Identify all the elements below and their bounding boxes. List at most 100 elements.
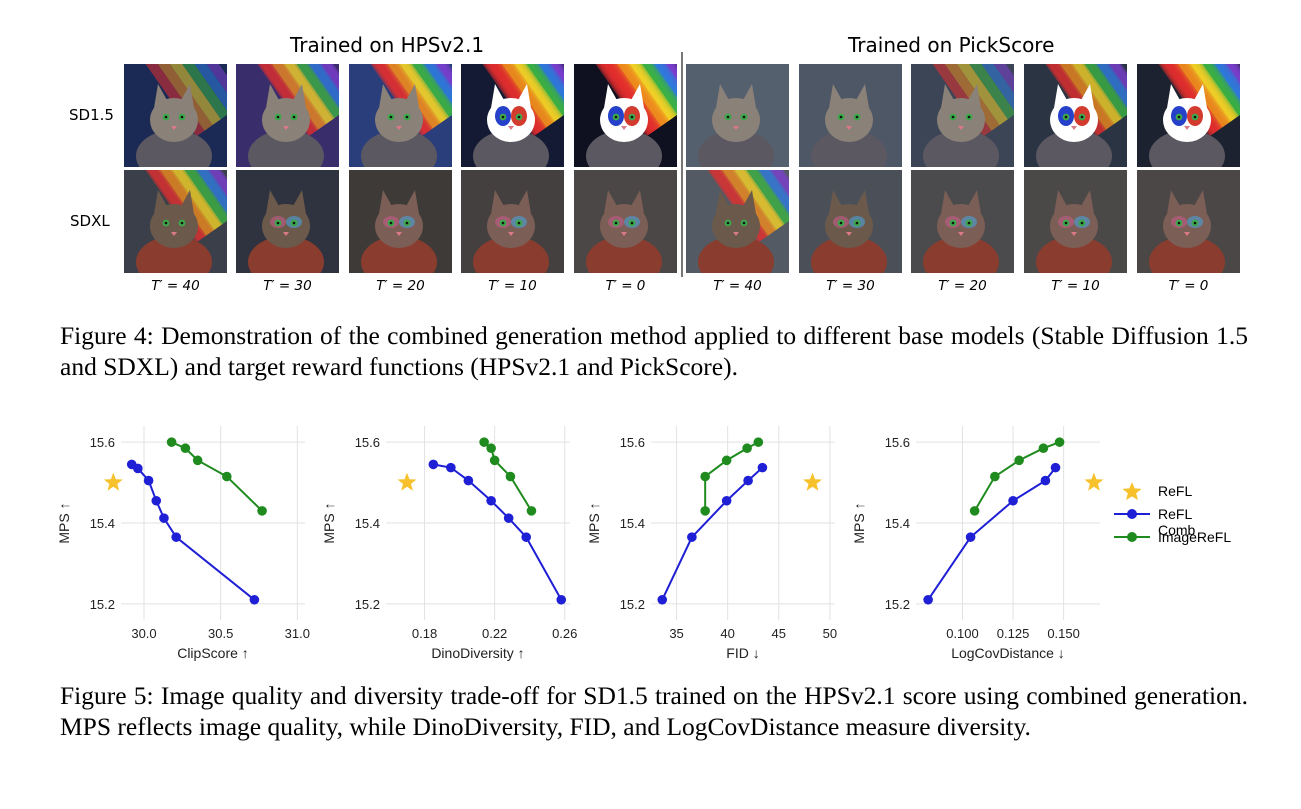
generated-image-sd15-pick-0 (686, 64, 789, 167)
x-tick-label: 30.5 (208, 626, 233, 641)
plot-fid: 35 40 45 50 15.2 15.4 15.6 FID ↓ MPS ↑ (586, 426, 837, 661)
y-tick-label: 15.6 (355, 435, 380, 450)
data-point-refl-comb (757, 462, 768, 473)
figure5-caption: Figure 5: Image quality and diversity tr… (60, 681, 1248, 741)
data-point-imagerefl (700, 471, 710, 482)
generated-image-sd15-pick-4 (1137, 64, 1240, 167)
x-tick-label: 0.26 (552, 626, 577, 641)
generated-image-sdxl-hps-4 (574, 170, 677, 273)
generated-image-sd15-pick-3 (1024, 64, 1127, 167)
generated-image-sd15-pick-2 (911, 64, 1014, 167)
data-point-refl-comb (503, 513, 514, 523)
data-point-imagerefl (192, 455, 203, 466)
plot-dinodiversity: 0.18 0.22 0.26 15.2 15.4 15.6 DinoDiversity ↑ M… (321, 426, 577, 661)
data-point-refl-comb (965, 532, 976, 542)
data-point-imagerefl (742, 443, 752, 454)
x-axis-label: LogCovDistance ↓ (951, 645, 1065, 661)
data-point-refl-comb (1040, 475, 1051, 486)
t-label: T′ = 10 (488, 278, 537, 294)
y-tick-label: 15.6 (90, 435, 115, 450)
t-label: T′ = 20 (376, 278, 425, 294)
data-point-imagerefl (1038, 443, 1049, 454)
t-label: T′ = 0 (605, 278, 646, 294)
x-tick-label: 40 (720, 626, 734, 641)
data-point-refl-comb (1008, 495, 1018, 506)
y-tick-label: 15.2 (355, 597, 380, 612)
y-tick-label: 15.6 (885, 435, 910, 450)
series-line-refl-comb (433, 463, 563, 601)
legend-circle-icon (1127, 532, 1137, 542)
y-tick-label: 15.2 (620, 597, 645, 612)
grid-divider (681, 52, 683, 277)
x-tick-label: 45 (772, 626, 786, 641)
generated-image-sdxl-pick-1 (799, 170, 902, 273)
generated-image-sdxl-hps-3 (461, 170, 564, 273)
t-label: T′ = 40 (713, 278, 762, 294)
data-point-imagerefl (753, 437, 764, 447)
data-point-refl-comb (486, 495, 496, 506)
generated-image-sd15-hps-2 (349, 64, 452, 167)
data-point-imagerefl (166, 437, 177, 447)
y-tick-label: 15.4 (885, 516, 910, 531)
refl-star-point (103, 472, 123, 491)
x-tick-label: 0.18 (412, 626, 437, 641)
generated-image-sd15-hps-4 (574, 64, 677, 167)
y-tick-label: 15.2 (90, 597, 115, 612)
data-point-refl-comb (687, 532, 697, 542)
x-tick-label: 0.100 (946, 626, 979, 641)
x-tick-label: 31.0 (285, 626, 310, 641)
data-point-refl-comb (743, 475, 753, 486)
legend-circle-icon (1127, 509, 1137, 519)
data-point-refl-comb (521, 532, 531, 542)
x-axis-label: FID ↓ (726, 645, 759, 661)
generated-image-sdxl-hps-2 (349, 170, 452, 273)
generated-image-sdxl-hps-1 (236, 170, 339, 273)
data-point-imagerefl (1054, 437, 1065, 447)
generated-image-sd15-pick-1 (799, 64, 902, 167)
data-point-imagerefl (700, 506, 710, 516)
plot-clipscore: 30.0 30.5 31.0 15.2 15.4 15.6 ClipScore ↑ MPS ↑ (56, 426, 310, 661)
data-point-refl-comb (151, 495, 162, 506)
generated-image-sd15-hps-0 (124, 64, 227, 167)
y-axis-label: MPS ↑ (851, 502, 867, 543)
y-tick-label: 15.4 (620, 516, 645, 531)
generated-image-sdxl-pick-0 (686, 170, 789, 273)
x-tick-label: 50 (823, 626, 837, 641)
data-point-imagerefl (721, 455, 732, 466)
x-tick-label: 30.0 (131, 626, 156, 641)
legend-label: ReFL (1158, 483, 1193, 499)
x-tick-label: 0.125 (997, 626, 1030, 641)
row-label-sd15: SD1.5 (69, 106, 114, 124)
left-title: Trained on HPSv2.1 (290, 33, 485, 57)
right-title: Trained on PickScore (848, 33, 1055, 57)
data-point-refl-comb (463, 475, 474, 486)
data-point-imagerefl (180, 443, 191, 454)
generated-image-sdxl-pick-3 (1024, 170, 1127, 273)
generated-image-sd15-hps-1 (236, 64, 339, 167)
generated-image-sdxl-pick-4 (1137, 170, 1240, 273)
data-point-imagerefl (489, 455, 500, 466)
t-label: T′ = 30 (826, 278, 875, 294)
data-point-refl-comb (133, 463, 143, 474)
data-point-refl-comb (159, 513, 169, 523)
t-label: T′ = 40 (151, 278, 200, 294)
x-axis-label: DinoDiversity ↑ (431, 645, 524, 661)
data-point-refl-comb (143, 475, 154, 486)
data-point-refl-comb (923, 594, 933, 605)
data-point-imagerefl (969, 506, 980, 516)
t-label: T′ = 30 (263, 278, 312, 294)
y-axis-label: MPS ↑ (321, 502, 337, 543)
figure4-caption: Figure 4: Demonstration of the combined … (60, 321, 1248, 381)
data-point-refl-comb (721, 495, 732, 506)
refl-star-point (803, 472, 822, 491)
t-label: T′ = 0 (1168, 278, 1209, 294)
generated-image-sdxl-pick-2 (911, 170, 1014, 273)
data-point-imagerefl (222, 471, 232, 482)
data-point-imagerefl (505, 471, 516, 482)
legend-label: ReFL Comb (1158, 506, 1196, 538)
series-line-refl-comb (661, 466, 764, 601)
data-point-imagerefl (1014, 455, 1024, 466)
data-point-refl-comb (171, 532, 181, 542)
data-point-refl-comb (446, 462, 456, 473)
generated-image-sdxl-hps-0 (124, 170, 227, 273)
